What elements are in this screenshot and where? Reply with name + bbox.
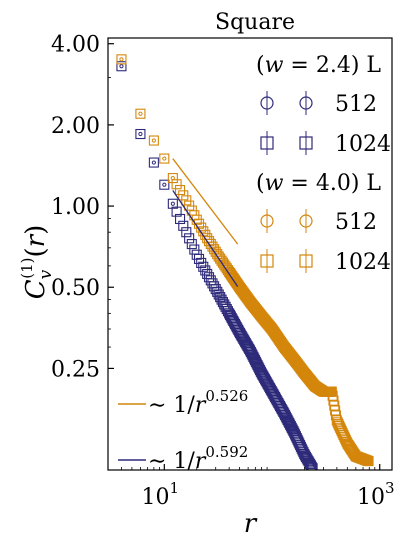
legend-entry-1024: 1024 <box>260 131 391 157</box>
data-point-square <box>159 153 170 164</box>
x-axis-label: r <box>244 509 258 539</box>
y-tick-label: 1.00 <box>51 195 100 220</box>
legend-header: (w = 4.0) L <box>256 171 381 196</box>
x-tick-label: 103 <box>357 479 395 510</box>
data-point-circle <box>138 111 143 116</box>
data-point-square <box>175 184 186 196</box>
data-point-circle <box>138 131 143 137</box>
data-point-square <box>203 272 215 283</box>
y-tick-label: 4.00 <box>51 33 100 58</box>
data-point-circle <box>162 156 167 161</box>
data-point-square <box>167 173 178 184</box>
data-point-square <box>198 261 209 272</box>
legend-entry-1024: 1024 <box>260 249 391 275</box>
legend-marker-circle <box>260 214 274 228</box>
legend-label: 512 <box>335 210 377 235</box>
data-point-circle <box>119 57 124 62</box>
y-axis-label-text: Cv(1)(r) <box>18 225 56 300</box>
chart-title: Square <box>215 10 295 35</box>
chart-marks <box>116 54 374 470</box>
legend-label: 1024 <box>335 250 391 275</box>
data-point-square <box>200 265 211 276</box>
data-point-square <box>171 206 182 217</box>
x-tick-label: 101 <box>142 479 180 510</box>
fit-legend-label: ∼ 1/r0.592 <box>148 443 248 474</box>
legend: (w = 2.4) L 512 1024 (w = 4.0) L 512 1024 <box>256 53 391 275</box>
legend-marker-square <box>260 254 274 268</box>
data-point-circle <box>170 201 175 206</box>
y-axis: 0.25 0.50 1.00 2.00 4.00 <box>51 33 114 382</box>
data-point-square <box>306 461 317 470</box>
data-point-square <box>184 233 195 244</box>
y-tick-label: 0.25 <box>51 357 100 382</box>
data-point-square <box>167 198 178 209</box>
legend-marker-circle <box>299 96 313 110</box>
fit-line <box>172 190 239 287</box>
data-point-square <box>135 108 146 119</box>
data-point-square <box>116 54 127 65</box>
data-point-square <box>203 236 215 247</box>
data-point-square <box>175 213 186 225</box>
legend-entry-512: 512 <box>260 91 377 117</box>
fit-line <box>172 158 239 245</box>
legend-header: (w = 2.4) L <box>256 53 381 78</box>
y-tick-label: 2.00 <box>51 114 100 139</box>
data-point-circle <box>162 182 167 187</box>
legend-label: 512 <box>335 92 377 117</box>
fit-legend: ∼ 1/r0.526 ∼ 1/r0.592 <box>118 387 248 474</box>
series-w-4.0 <box>116 54 374 467</box>
plot-frame <box>107 37 393 471</box>
y-tick-label: 0.50 <box>51 276 100 301</box>
data-point-circle <box>151 160 156 165</box>
y-axis-label: Cv(1)(r) <box>18 225 56 300</box>
data-point-circle <box>119 64 124 69</box>
data-point-circle <box>151 138 156 143</box>
legend-marker-square <box>299 136 313 150</box>
legend-marker-circle <box>260 96 274 110</box>
data-point-square <box>307 463 318 470</box>
legend-marker-square <box>299 254 313 268</box>
data-point-square <box>186 239 197 250</box>
data-point-square <box>116 61 127 72</box>
legend-label: 1024 <box>335 132 391 157</box>
legend-entry-512: 512 <box>260 209 377 235</box>
data-point-square <box>148 135 159 146</box>
data-point-square <box>171 179 182 190</box>
data-point-square <box>217 257 228 268</box>
data-point-square <box>135 128 146 140</box>
series-w-2.4 <box>116 61 318 470</box>
legend-marker-square <box>260 136 274 150</box>
data-point-square <box>159 179 170 190</box>
legend-marker-circle <box>299 214 313 228</box>
data-point-circle <box>170 175 175 181</box>
data-point-square <box>189 244 200 255</box>
data-point-square <box>181 227 192 238</box>
data-point-square <box>178 220 189 231</box>
data-point-square <box>363 456 374 467</box>
data-point-square <box>202 268 213 280</box>
fit-legend-label: ∼ 1/r0.526 <box>148 387 248 418</box>
data-point-square <box>148 157 159 168</box>
data-point-square <box>202 233 213 244</box>
data-point-square <box>181 195 192 206</box>
